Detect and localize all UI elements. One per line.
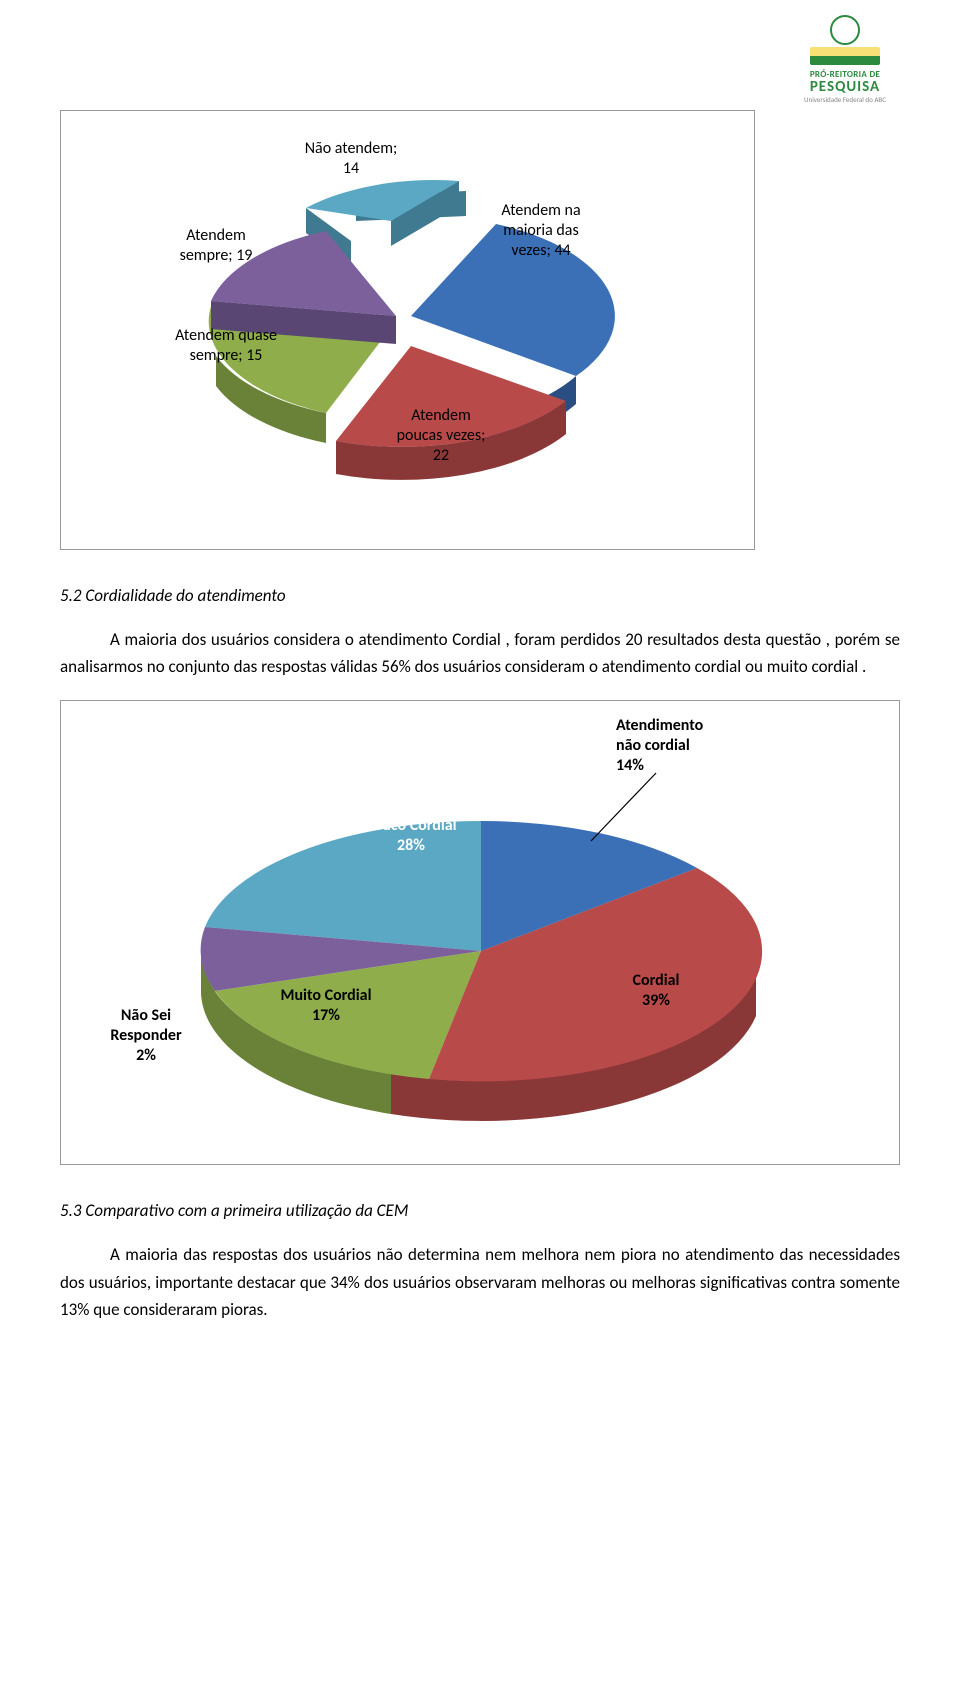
logo-line2: PESQUISA [775,80,915,95]
chart1-container: Atendem na maioria das vezes; 44 Atendem… [60,110,755,550]
chart2-label-1: Cordial 39% [606,971,706,1011]
logo-image [810,25,880,65]
logo-line3: Universidade Federal do ABC [775,95,915,104]
chart1-label-0: Atendem na maioria das vezes; 44 [481,201,601,261]
chart2-label-0: Atendimento não cordial 14% [616,716,756,776]
chart2-container: Atendimento não cordial 14% Cordial 39% … [60,700,900,1165]
chart2-label-4: Pouco Cordial 28% [341,816,481,856]
section53-body: A maioria das respostas dos usuários não… [60,1241,900,1323]
section52-heading: 5.2 Cordialidade do atendimento [60,585,900,606]
chart1-label-3: Atendem sempre; 19 [166,226,266,266]
section52-body: A maioria dos usuários considera o atend… [60,626,900,680]
chart1-label-4: Não atendem; 14 [286,139,416,179]
chart1-label-2: Atendem quase sempre; 15 [156,326,296,366]
chart2-pie [61,701,901,1166]
chart2-label-3: Não Sei Responder 2% [91,1006,201,1066]
chart1-label-1: Atendem poucas vezes; 22 [376,406,506,466]
logo: PRÓ-REITORIA DE PESQUISA Universidade Fe… [775,25,915,110]
chart2-label-2: Muito Cordial 17% [256,986,396,1026]
section53-heading: 5.3 Comparativo com a primeira utilizaçã… [60,1200,900,1221]
